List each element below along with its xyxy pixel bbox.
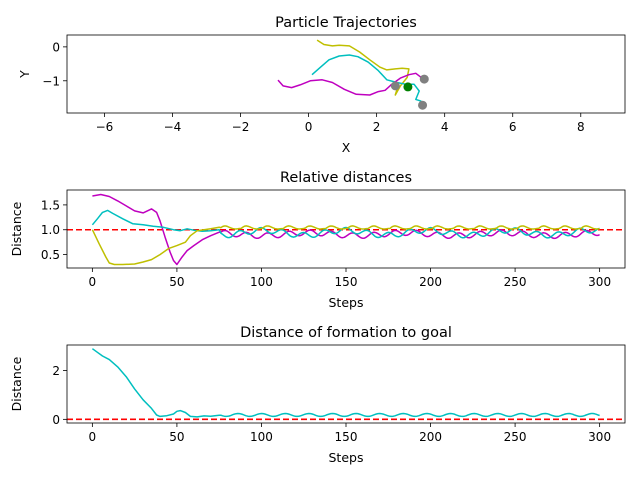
position-marker: [390, 81, 400, 91]
x-tick-label: 300: [588, 275, 611, 289]
x-tick-label: 200: [419, 275, 442, 289]
chart-title: Particle Trajectories: [275, 15, 417, 31]
axes-frame: [66, 344, 626, 424]
y-axis-label: Distance: [9, 356, 24, 411]
x-tick-label: 8: [577, 120, 585, 134]
x-tick-label: 0: [89, 275, 97, 289]
chart-panel-3: Distance of formation to goal Steps Distan…: [9, 325, 626, 465]
x-axis-label: Steps: [329, 450, 364, 465]
x-tick-label: 0: [89, 430, 97, 444]
x-tick-label: 150: [335, 430, 358, 444]
y-tick-label: 0.5: [41, 248, 60, 262]
x-axis-label: X: [342, 140, 351, 155]
series-line-2: [311, 54, 423, 107]
y-tick-label: 1.0: [41, 223, 60, 237]
x-tick-label: 2: [373, 120, 381, 134]
plot-area: [277, 39, 429, 110]
y-tick-label: 0: [52, 413, 60, 427]
x-tick-label: 250: [504, 275, 527, 289]
y-axis-label: Distance: [9, 201, 24, 256]
series-line-3: [91, 225, 600, 266]
x-tick-label: 0: [305, 120, 313, 134]
chart-title: Relative distances: [280, 170, 412, 186]
chart-panel-1: Particle Trajectories X Y −6 −4 −2 0 2 4 6 8 0 −1: [17, 15, 626, 155]
x-tick-label: 50: [169, 430, 184, 444]
y-tick-label: −1: [42, 74, 60, 88]
x-tick-label: 250: [504, 430, 527, 444]
x-tick-label: 300: [588, 430, 611, 444]
x-tick-label: 150: [335, 275, 358, 289]
x-axis-label: Steps: [329, 295, 364, 310]
x-tick-label: −6: [96, 120, 114, 134]
axes-frame: [66, 34, 626, 114]
series-line-3: [277, 72, 423, 96]
x-tick-label: 100: [250, 275, 273, 289]
series-line-2: [91, 209, 600, 239]
x-tick-label: 6: [509, 120, 517, 134]
x-tick-label: 200: [419, 430, 442, 444]
position-marker: [418, 100, 428, 110]
y-axis-label: Y: [17, 70, 32, 79]
y-tick-label: 1.5: [41, 198, 60, 212]
position-marker: [403, 82, 413, 92]
plot-area: [67, 193, 625, 266]
chart-panel-2: Relative distances Steps Distance 0 50 100 150…: [9, 170, 626, 310]
x-tick-label: −2: [232, 120, 250, 134]
x-tick-label: −4: [164, 120, 182, 134]
plot-area: [67, 348, 625, 421]
y-tick-label: 0: [52, 40, 60, 54]
axes-frame: [66, 189, 626, 269]
x-tick-label: 50: [169, 275, 184, 289]
series-line-1: [91, 348, 600, 418]
x-tick-label: 100: [250, 430, 273, 444]
x-tick-label: 4: [441, 120, 449, 134]
chart-title: Distance of formation to goal: [240, 325, 452, 341]
position-marker: [419, 74, 429, 84]
y-tick-label: 2: [52, 364, 60, 378]
series-line-1: [92, 193, 600, 266]
